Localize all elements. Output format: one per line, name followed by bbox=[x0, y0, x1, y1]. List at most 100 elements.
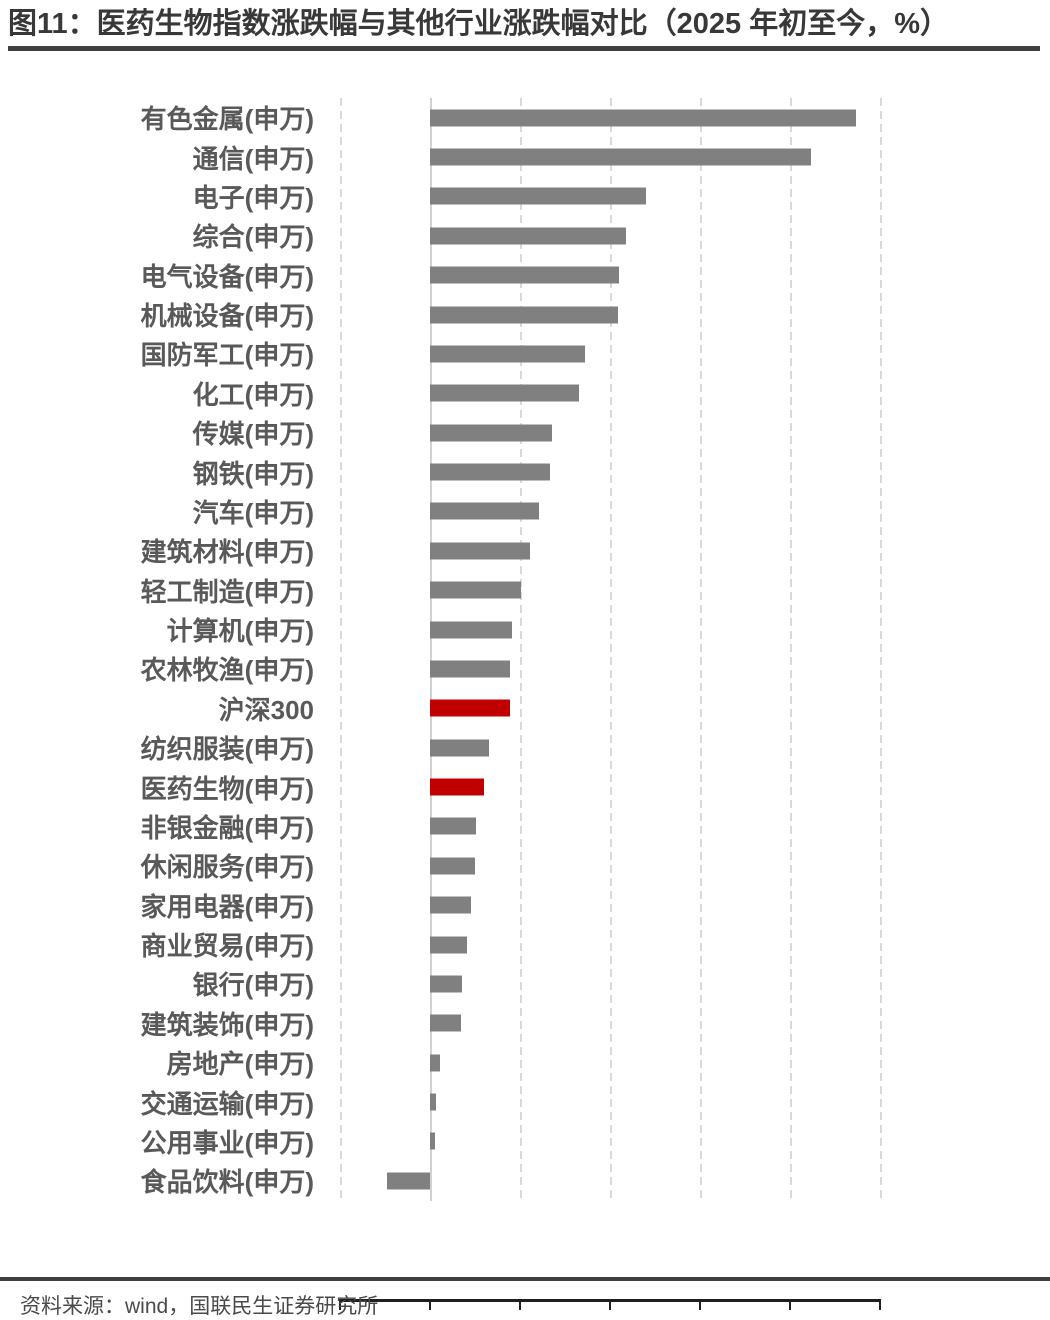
bar-track bbox=[340, 610, 880, 649]
bar bbox=[430, 266, 619, 284]
bar-track bbox=[340, 1043, 880, 1082]
category-label: 汽车(申万) bbox=[192, 497, 314, 528]
axis-tick bbox=[699, 1299, 701, 1310]
chart-row: 通信(申万) bbox=[0, 137, 880, 176]
bar-track bbox=[340, 886, 880, 925]
bar bbox=[430, 975, 462, 993]
category-label: 商业贸易(申万) bbox=[140, 931, 314, 962]
bar bbox=[430, 424, 552, 442]
bar-track bbox=[340, 925, 880, 964]
bar bbox=[430, 817, 476, 835]
bar-track bbox=[340, 1161, 880, 1200]
chart-row: 商业贸易(申万) bbox=[0, 925, 880, 964]
axis-tick bbox=[519, 1299, 521, 1310]
bar bbox=[430, 699, 510, 717]
bar bbox=[430, 739, 490, 757]
bar-track bbox=[340, 374, 880, 413]
category-label: 传媒(申万) bbox=[192, 419, 314, 450]
gridlines bbox=[340, 98, 882, 1201]
chart-rows: 有色金属(申万) 通信(申万) 电子(申万) 综合(申万) 电气设备(申万) 机械设备(申… bbox=[0, 98, 882, 1201]
source-note: 资料来源：wind，国联民生证券研究所 bbox=[20, 1295, 379, 1318]
axis-tick bbox=[429, 1299, 431, 1310]
bar-track bbox=[340, 728, 880, 767]
bar bbox=[430, 581, 521, 599]
bar-track bbox=[340, 177, 880, 216]
bar-track bbox=[340, 256, 880, 295]
zero-axis-line bbox=[430, 98, 432, 1201]
bar bbox=[430, 1014, 461, 1032]
bar bbox=[430, 896, 472, 914]
chart-row: 农林牧渔(申万) bbox=[0, 649, 880, 688]
chart-row: 化工(申万) bbox=[0, 374, 880, 413]
category-label: 国防军工(申万) bbox=[140, 340, 314, 371]
category-label: 银行(申万) bbox=[192, 970, 314, 1001]
bar-track bbox=[340, 649, 880, 688]
bar-track bbox=[340, 492, 880, 531]
category-label: 家用电器(申万) bbox=[140, 891, 314, 922]
gridline bbox=[520, 98, 522, 1201]
gridline bbox=[880, 98, 882, 1201]
bar bbox=[387, 1172, 430, 1190]
category-label: 交通运输(申万) bbox=[140, 1088, 314, 1119]
chart-row: 钢铁(申万) bbox=[0, 452, 880, 491]
chart-row: 计算机(申万) bbox=[0, 610, 880, 649]
bar-track bbox=[340, 1082, 880, 1121]
axis-tick bbox=[609, 1299, 611, 1310]
bar-track bbox=[340, 964, 880, 1003]
chart-row: 综合(申万) bbox=[0, 216, 880, 255]
bar-track bbox=[340, 295, 880, 334]
category-label: 通信(申万) bbox=[192, 143, 314, 174]
bar bbox=[430, 778, 485, 796]
chart-row: 汽车(申万) bbox=[0, 492, 880, 531]
category-label: 休闲服务(申万) bbox=[140, 852, 314, 883]
gridline bbox=[610, 98, 612, 1201]
gridline bbox=[790, 98, 792, 1201]
chart-row: 沪深300 bbox=[0, 689, 880, 728]
category-label: 食品饮料(申万) bbox=[140, 1167, 314, 1198]
chart-row: 建筑装饰(申万) bbox=[0, 1004, 880, 1043]
category-label: 轻工制造(申万) bbox=[140, 576, 314, 607]
category-label: 建筑装饰(申万) bbox=[140, 1009, 314, 1040]
figure-title: 图11：医药生物指数涨跌幅与其他行业涨跌幅对比（2025 年初至今，%） bbox=[8, 8, 950, 40]
bar bbox=[430, 857, 475, 875]
figure-header: 图11：医药生物指数涨跌幅与其他行业涨跌幅对比（2025 年初至今，%） bbox=[8, 8, 1040, 52]
chart-row: 电气设备(申万) bbox=[0, 256, 880, 295]
axis-tick bbox=[879, 1299, 881, 1310]
chart-row: 家用电器(申万) bbox=[0, 886, 880, 925]
bar bbox=[430, 502, 540, 520]
bar bbox=[430, 109, 857, 127]
bar-track bbox=[340, 807, 880, 846]
bar-chart: 有色金属(申万) 通信(申万) 电子(申万) 综合(申万) 电气设备(申万) 机械设备(申… bbox=[0, 98, 903, 1320]
category-label: 公用事业(申万) bbox=[140, 1127, 314, 1158]
category-label: 纺织服装(申万) bbox=[140, 734, 314, 765]
category-label: 有色金属(申万) bbox=[140, 104, 314, 135]
bar bbox=[430, 1093, 436, 1111]
chart-row: 休闲服务(申万) bbox=[0, 846, 880, 885]
bar bbox=[430, 621, 513, 639]
chart-row: 食品饮料(申万) bbox=[0, 1161, 880, 1200]
chart-row: 公用事业(申万) bbox=[0, 1122, 880, 1161]
category-label: 建筑材料(申万) bbox=[140, 537, 314, 568]
bar-track bbox=[340, 137, 880, 176]
bar-track bbox=[340, 571, 880, 610]
axis-tick bbox=[339, 1299, 341, 1310]
bar bbox=[430, 384, 580, 402]
chart-row: 国防军工(申万) bbox=[0, 334, 880, 373]
chart-row: 机械设备(申万) bbox=[0, 295, 880, 334]
bar bbox=[430, 148, 812, 166]
category-label: 化工(申万) bbox=[192, 379, 314, 410]
axis-tick bbox=[789, 1299, 791, 1310]
chart-row: 银行(申万) bbox=[0, 964, 880, 1003]
bar-track bbox=[340, 1122, 880, 1161]
chart-row: 轻工制造(申万) bbox=[0, 571, 880, 610]
bar bbox=[430, 660, 511, 678]
bar-track bbox=[340, 216, 880, 255]
category-label: 非银金融(申万) bbox=[140, 812, 314, 843]
title-underline-rule bbox=[8, 46, 1040, 52]
bar-track bbox=[340, 1004, 880, 1043]
chart-row: 传媒(申万) bbox=[0, 413, 880, 452]
chart-row: 建筑材料(申万) bbox=[0, 531, 880, 570]
bar bbox=[430, 345, 585, 363]
bar-track bbox=[340, 689, 880, 728]
bar bbox=[430, 936, 468, 954]
